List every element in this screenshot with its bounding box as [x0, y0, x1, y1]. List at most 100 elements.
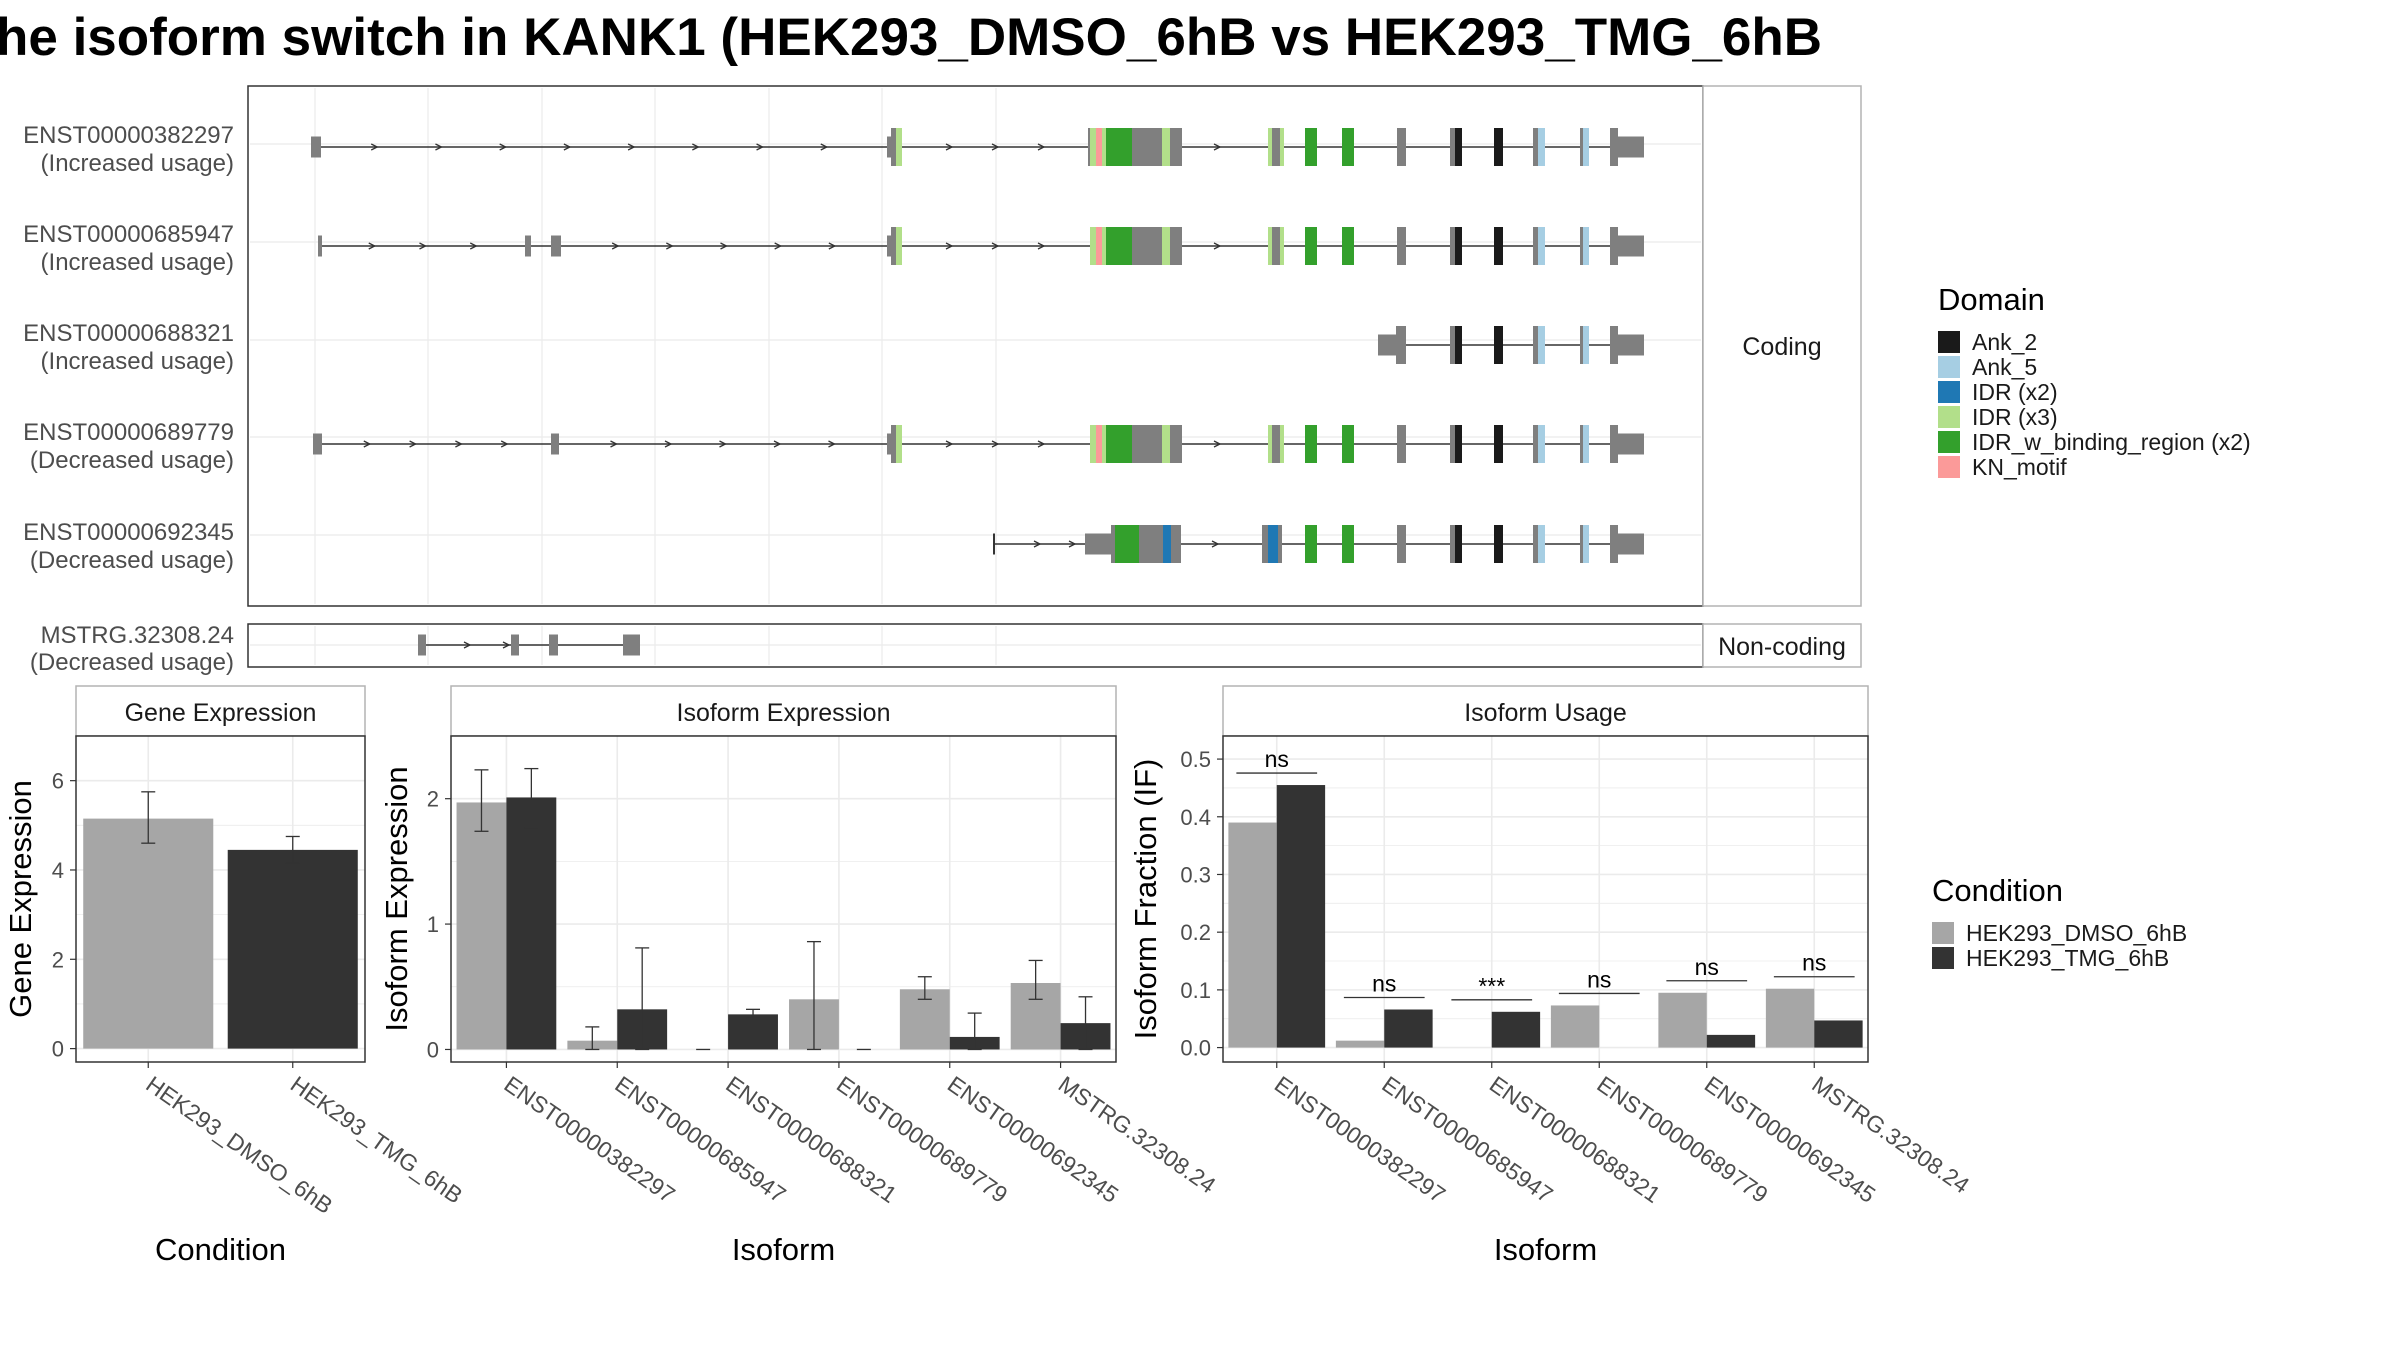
legend-label: Ank_5: [1972, 354, 2037, 380]
isoform-usage-label: (Increased usage): [41, 150, 234, 177]
ank5-domain: [1538, 128, 1545, 166]
y-tick-label: 0.3: [1180, 862, 1211, 887]
kn-motif-domain: [1096, 425, 1102, 463]
legend-label: HEK293_DMSO_6hB: [1966, 920, 2187, 946]
y-tick-label: 0.0: [1180, 1036, 1211, 1061]
direction-arrow: [368, 242, 377, 250]
binding-region-domain: [1342, 425, 1354, 463]
plot-border: [1222, 735, 1869, 1063]
x-axis-title: Condition: [155, 1232, 286, 1267]
exon-block: [1396, 326, 1406, 364]
utr-block: [887, 136, 891, 158]
exon-block: [1580, 326, 1583, 364]
bar: [1276, 785, 1326, 1048]
direction-arrow: [828, 242, 837, 250]
isoform-usage-label: (Increased usage): [41, 249, 234, 276]
y-axis-title: Isoform Expression: [379, 766, 414, 1031]
binding-region-domain: [1342, 128, 1354, 166]
ank5-domain: [1583, 326, 1589, 364]
bar: [1228, 822, 1277, 1048]
isoform-label-2: ENST00000685947 (Increased usage): [23, 221, 234, 276]
direction-arrow: [719, 440, 727, 448]
utr-block: [1618, 334, 1644, 356]
y-axis-title: Isoform Fraction (IF): [1128, 759, 1163, 1040]
isoform-expression-chart: Isoform Expression012ENST00000382297ENST…: [379, 685, 1221, 1267]
exon-block: [1533, 525, 1538, 563]
exon-block: [1580, 128, 1583, 166]
direction-arrow: [463, 641, 472, 649]
utr-block: [1618, 235, 1644, 257]
exon-block: [1272, 227, 1280, 265]
exon-block: [1533, 227, 1538, 265]
direction-arrow: [991, 440, 1000, 448]
transcript-track: [313, 425, 1644, 463]
kn-motif-domain: [1096, 128, 1102, 166]
direction-arrow: [370, 143, 379, 151]
isoform-label-1: ENST00000382297 (Increased usage): [23, 122, 234, 177]
direction-arrow: [627, 143, 636, 151]
binding-region-domain: [1106, 425, 1132, 463]
ank2-domain: [1494, 425, 1503, 463]
binding-region-domain: [1305, 425, 1317, 463]
ank2-domain: [1494, 525, 1503, 563]
legend-swatch: [1938, 456, 1960, 478]
y-tick-label: 0: [427, 1037, 439, 1062]
exon-block: [1088, 128, 1090, 166]
exon-block: [1610, 128, 1618, 166]
utr-block: [1618, 136, 1644, 158]
significance-label: ns: [1372, 970, 1396, 996]
isoform-usage-label: (Decreased usage): [30, 649, 234, 676]
direction-arrow: [419, 242, 427, 250]
bar: [506, 797, 557, 1050]
panel-strip: [75, 685, 366, 737]
bar: [1384, 1009, 1433, 1048]
idr-domain: [1102, 128, 1106, 166]
idr-domain: [1102, 425, 1106, 463]
tss-tick: [993, 533, 995, 555]
ank5-domain: [1583, 227, 1589, 265]
condition-legend-title: Condition: [1932, 873, 2063, 908]
y-tick-label: 4: [52, 858, 64, 883]
exon-block: [1170, 425, 1182, 463]
legend-swatch: [1932, 922, 1954, 944]
direction-arrow: [1037, 440, 1046, 448]
transcript-track: [1378, 326, 1644, 364]
panel-strip: [1222, 685, 1869, 737]
idr-domain: [1280, 227, 1284, 265]
domain-legend-title: Domain: [1938, 282, 2045, 317]
utr-block: [313, 433, 322, 455]
coding-panel: [247, 85, 1704, 607]
direction-arrow: [1213, 440, 1222, 448]
isoform-id-label: ENST00000382297: [23, 122, 234, 149]
legend-label: KN_motif: [1972, 454, 2067, 480]
exon-block: [1132, 227, 1162, 265]
legend-swatch: [1938, 406, 1960, 428]
ank5-domain: [1583, 128, 1589, 166]
isoform-id-label: ENST00000688321: [23, 320, 234, 347]
ank5-domain: [1583, 525, 1589, 563]
direction-arrow: [820, 143, 829, 151]
direction-arrow: [363, 440, 372, 448]
ank5-domain: [1538, 227, 1545, 265]
exon-block: [1610, 425, 1618, 463]
binding-region-domain: [1305, 525, 1317, 563]
noncoding-strip-label: Non-coding: [1718, 633, 1846, 661]
bar: [1706, 1034, 1756, 1048]
utr-block: [1618, 533, 1644, 555]
exon-block: [1450, 326, 1455, 364]
direction-arrow: [502, 641, 511, 649]
direction-arrow: [1068, 540, 1077, 548]
utr-block: [887, 433, 891, 455]
transcript-structure-panel: Coding Non-coding ENST00000382297 (Incre…: [23, 85, 1862, 676]
exon-block: [1170, 128, 1182, 166]
direction-arrow: [945, 440, 954, 448]
exon-block: [511, 634, 519, 656]
noncoding-isoform-label: MSTRG.32308.24 (Decreased usage): [30, 622, 234, 676]
exon-block: [1397, 227, 1406, 265]
exon-block: [549, 634, 558, 656]
idr-domain: [1268, 525, 1278, 563]
significance-label: ns: [1695, 954, 1719, 980]
isoform-label-5: ENST00000692345 (Decreased usage): [23, 519, 234, 574]
